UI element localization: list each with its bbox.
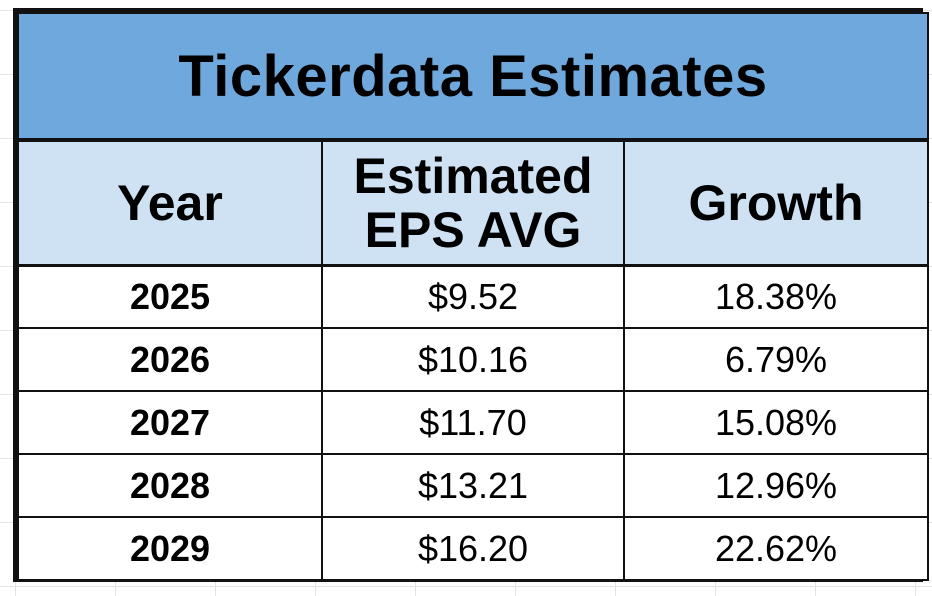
column-header-growth: Growth bbox=[622, 139, 930, 267]
growth-cell: 6.79% bbox=[622, 327, 930, 392]
title-row: Tickerdata Estimates bbox=[16, 12, 930, 142]
estimates-table: Tickerdata Estimates Year Estimated EPS … bbox=[16, 12, 930, 581]
table-row: 2027 $11.70 15.08% bbox=[17, 390, 930, 455]
estimates-table-container: Tickerdata Estimates Year Estimated EPS … bbox=[13, 8, 930, 582]
eps-cell: $10.16 bbox=[321, 327, 625, 392]
eps-cell: $13.21 bbox=[321, 453, 625, 518]
year-cell: 2025 bbox=[17, 264, 323, 329]
year-cell: 2027 bbox=[17, 390, 323, 455]
table-row: 2028 $13.21 12.96% bbox=[17, 453, 930, 518]
table-row: 2025 $9.52 18.38% bbox=[17, 264, 930, 329]
growth-cell: 15.08% bbox=[622, 390, 930, 455]
eps-cell: $9.52 bbox=[321, 264, 625, 329]
table-row: 2026 $10.16 6.79% bbox=[17, 327, 930, 392]
column-header-eps: Estimated EPS AVG bbox=[321, 139, 625, 267]
sheet-top-gap bbox=[0, 0, 932, 8]
eps-cell: $16.20 bbox=[321, 516, 625, 581]
table-title: Tickerdata Estimates bbox=[16, 12, 930, 142]
column-header-eps-label: Estimated EPS AVG bbox=[353, 147, 593, 258]
header-row: Year Estimated EPS AVG Growth bbox=[17, 139, 930, 267]
year-cell: 2029 bbox=[17, 516, 323, 581]
year-cell: 2028 bbox=[17, 453, 323, 518]
column-header-year: Year bbox=[17, 139, 323, 267]
growth-cell: 12.96% bbox=[622, 453, 930, 518]
eps-cell: $11.70 bbox=[321, 390, 625, 455]
table-row: 2029 $16.20 22.62% bbox=[17, 516, 930, 581]
growth-cell: 18.38% bbox=[622, 264, 930, 329]
growth-cell: 22.62% bbox=[622, 516, 930, 581]
year-cell: 2026 bbox=[17, 327, 323, 392]
